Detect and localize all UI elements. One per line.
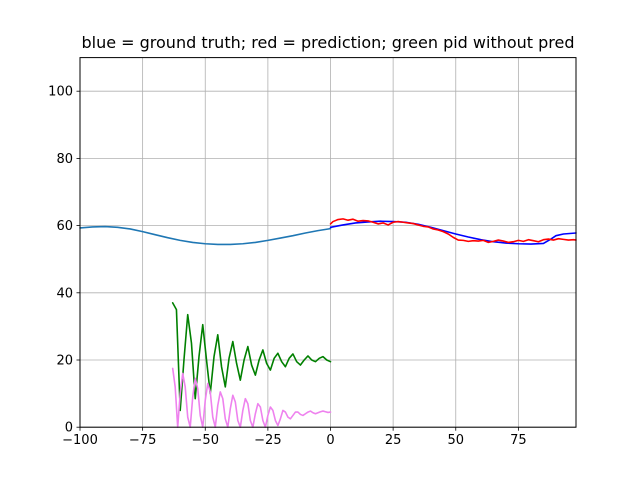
chart-title: blue = ground truth; red = prediction; g…	[81, 33, 574, 52]
series-line-2	[329, 218, 577, 244]
plot-lines	[79, 218, 577, 429]
x-tick-label: −100	[62, 433, 98, 448]
axes-ticks: −100 −75 −50 −25 0 25 50 75 0 20 40 60 80 100	[48, 85, 526, 449]
y-tick-label: 20	[56, 354, 73, 369]
y-tick-label: 80	[56, 152, 73, 167]
x-tick-label: −50	[192, 433, 219, 448]
x-tick-label: 0	[326, 433, 334, 448]
y-tick-label: 0	[65, 421, 73, 436]
series-line-4	[171, 367, 332, 429]
plot-frame	[79, 57, 577, 428]
series-line-1	[329, 220, 577, 245]
x-tick-label: −25	[254, 433, 281, 448]
x-tick-label: 75	[510, 433, 527, 448]
series-line-3	[171, 302, 332, 412]
x-tick-label: 50	[447, 433, 464, 448]
x-tick-label: 25	[385, 433, 402, 448]
y-tick-label: 40	[56, 286, 73, 301]
series-line-0	[79, 225, 332, 246]
y-tick-label: 60	[56, 219, 73, 234]
y-tick-label: 100	[48, 85, 73, 100]
x-tick-label: −75	[129, 433, 156, 448]
